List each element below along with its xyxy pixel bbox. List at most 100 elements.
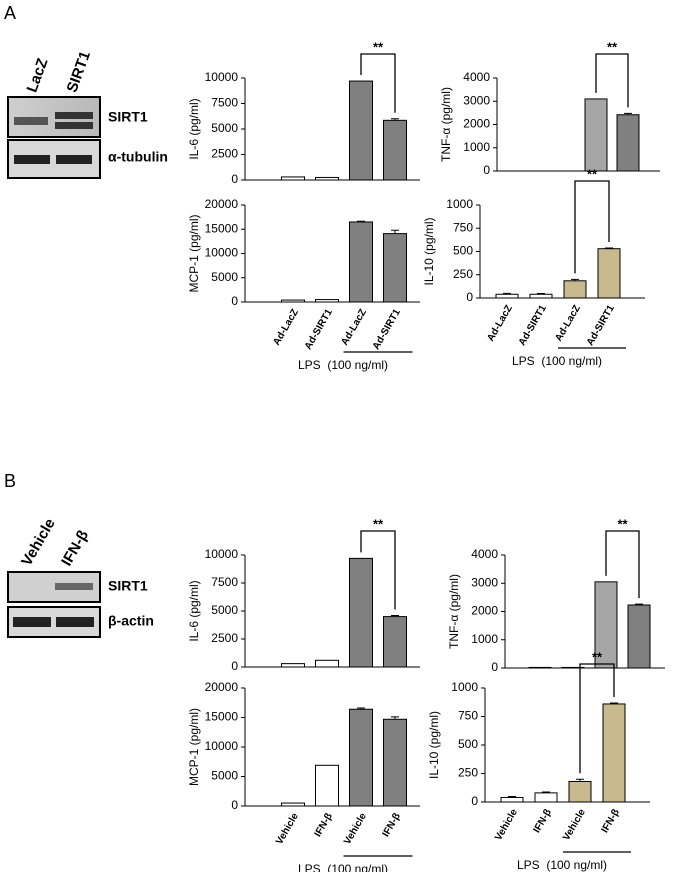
significance-label: ** — [373, 39, 384, 54]
y-tick-label: 0 — [231, 294, 238, 308]
bar — [568, 780, 592, 803]
bar — [383, 616, 407, 668]
significance-bracket — [360, 530, 396, 610]
y-tick-label: 0 — [231, 798, 238, 812]
lane-label: IFN-β — [58, 527, 92, 569]
y-axis-label: TNF-α (pg/ml) — [439, 87, 453, 162]
bar — [563, 280, 587, 299]
y-tick-label: 0 — [231, 172, 238, 186]
bar — [616, 114, 640, 172]
error-bar — [391, 118, 399, 121]
bar — [534, 792, 558, 803]
group-label: LPS (100 ng/ml) — [298, 358, 388, 372]
x-tick-label: Ad-SIRT1 — [585, 303, 617, 348]
group-label: LPS (100 ng/ml) — [512, 354, 602, 368]
error-bar — [537, 293, 545, 295]
bar — [597, 248, 621, 299]
error-bar — [610, 702, 618, 704]
significance-bracket — [360, 53, 396, 113]
x-tick-label: Vehicle — [493, 807, 520, 843]
y-tick-label: 2000 — [471, 604, 498, 618]
error-bar — [542, 791, 550, 793]
y-tick-label: 3000 — [463, 93, 490, 107]
bar — [383, 119, 407, 181]
x-tick-label: IFN-β — [600, 807, 622, 835]
y-tick-label: 250 — [453, 267, 473, 281]
blot-label: α-tubulin — [108, 149, 168, 165]
y-tick-label: 2500 — [211, 147, 238, 161]
y-tick-label: 0 — [491, 660, 498, 674]
y-tick-label: 0 — [483, 163, 490, 177]
error-bar — [508, 796, 516, 798]
bar — [281, 663, 305, 668]
group-label: LPS (100 ng/ml) — [298, 862, 388, 872]
bar — [594, 581, 618, 669]
error-bar — [391, 614, 399, 617]
blot-label: β-actin — [108, 613, 154, 629]
significance-bracket — [579, 663, 615, 774]
y-axis-label: IL-10 (pg/ml) — [427, 711, 441, 779]
bar — [349, 221, 373, 303]
significance-label: ** — [607, 39, 618, 54]
band — [14, 117, 48, 125]
bar — [500, 796, 524, 803]
x-tick-label: Ad-LacZ — [553, 303, 583, 343]
y-tick-label: 2500 — [211, 631, 238, 645]
lane-label: LacZ — [24, 56, 52, 95]
error-bar — [391, 716, 399, 720]
band — [56, 617, 94, 627]
y-tick-label: 15000 — [205, 710, 239, 724]
x-tick-label: Ad-LacZ — [485, 303, 515, 343]
x-tick-label: Ad-LacZ — [271, 307, 301, 347]
y-axis-label: IL-6 (pg/ml) — [187, 98, 201, 159]
x-tick-label: Vehicle — [561, 807, 588, 843]
y-axis-label: TNF-α (pg/ml) — [447, 574, 461, 649]
y-tick-label: 5000 — [211, 270, 238, 284]
error-bar — [391, 229, 399, 234]
y-tick-label: 4000 — [471, 547, 498, 561]
band — [55, 122, 93, 129]
y-axis-label: IL-10 (pg/ml) — [422, 217, 436, 285]
bar — [584, 98, 608, 172]
y-tick-label: 3000 — [471, 575, 498, 589]
error-bar — [635, 603, 643, 606]
y-tick-label: 1000 — [471, 632, 498, 646]
band — [14, 155, 50, 164]
error-bar — [605, 247, 613, 249]
bar — [315, 299, 339, 303]
panel-label: B — [4, 471, 16, 491]
x-tick-label: IFN-β — [313, 811, 335, 839]
y-tick-label: 1000 — [446, 197, 473, 211]
bar — [627, 604, 651, 669]
significance-bracket — [574, 180, 610, 274]
bar — [561, 666, 585, 669]
y-tick-label: 7500 — [211, 96, 238, 110]
lane-label: Vehicle — [18, 516, 59, 569]
significance-label: ** — [592, 649, 603, 664]
y-tick-label: 1000 — [451, 680, 478, 694]
bar — [383, 718, 407, 807]
band — [55, 583, 93, 590]
bar — [602, 703, 626, 803]
bar — [383, 233, 407, 303]
error-bar — [571, 278, 579, 281]
y-tick-label: 750 — [458, 709, 478, 723]
bar — [315, 764, 339, 807]
band — [13, 617, 51, 627]
band — [55, 112, 93, 119]
x-tick-label: IFN-β — [532, 807, 554, 835]
x-tick-label: Ad-LacZ — [339, 307, 369, 347]
x-tick-label: Ad-SIRT1 — [517, 303, 549, 348]
x-tick-label: IFN-β — [381, 811, 403, 839]
blot-label: SIRT1 — [108, 578, 148, 594]
significance-label: ** — [617, 516, 628, 531]
x-tick-label: Ad-SIRT1 — [371, 307, 403, 352]
band — [56, 155, 92, 164]
y-tick-label: 5000 — [211, 769, 238, 783]
y-tick-label: 750 — [453, 220, 473, 234]
bar — [315, 659, 339, 668]
x-tick-label: Vehicle — [342, 811, 369, 847]
y-tick-label: 7500 — [211, 575, 238, 589]
y-tick-label: 10000 — [205, 739, 239, 753]
